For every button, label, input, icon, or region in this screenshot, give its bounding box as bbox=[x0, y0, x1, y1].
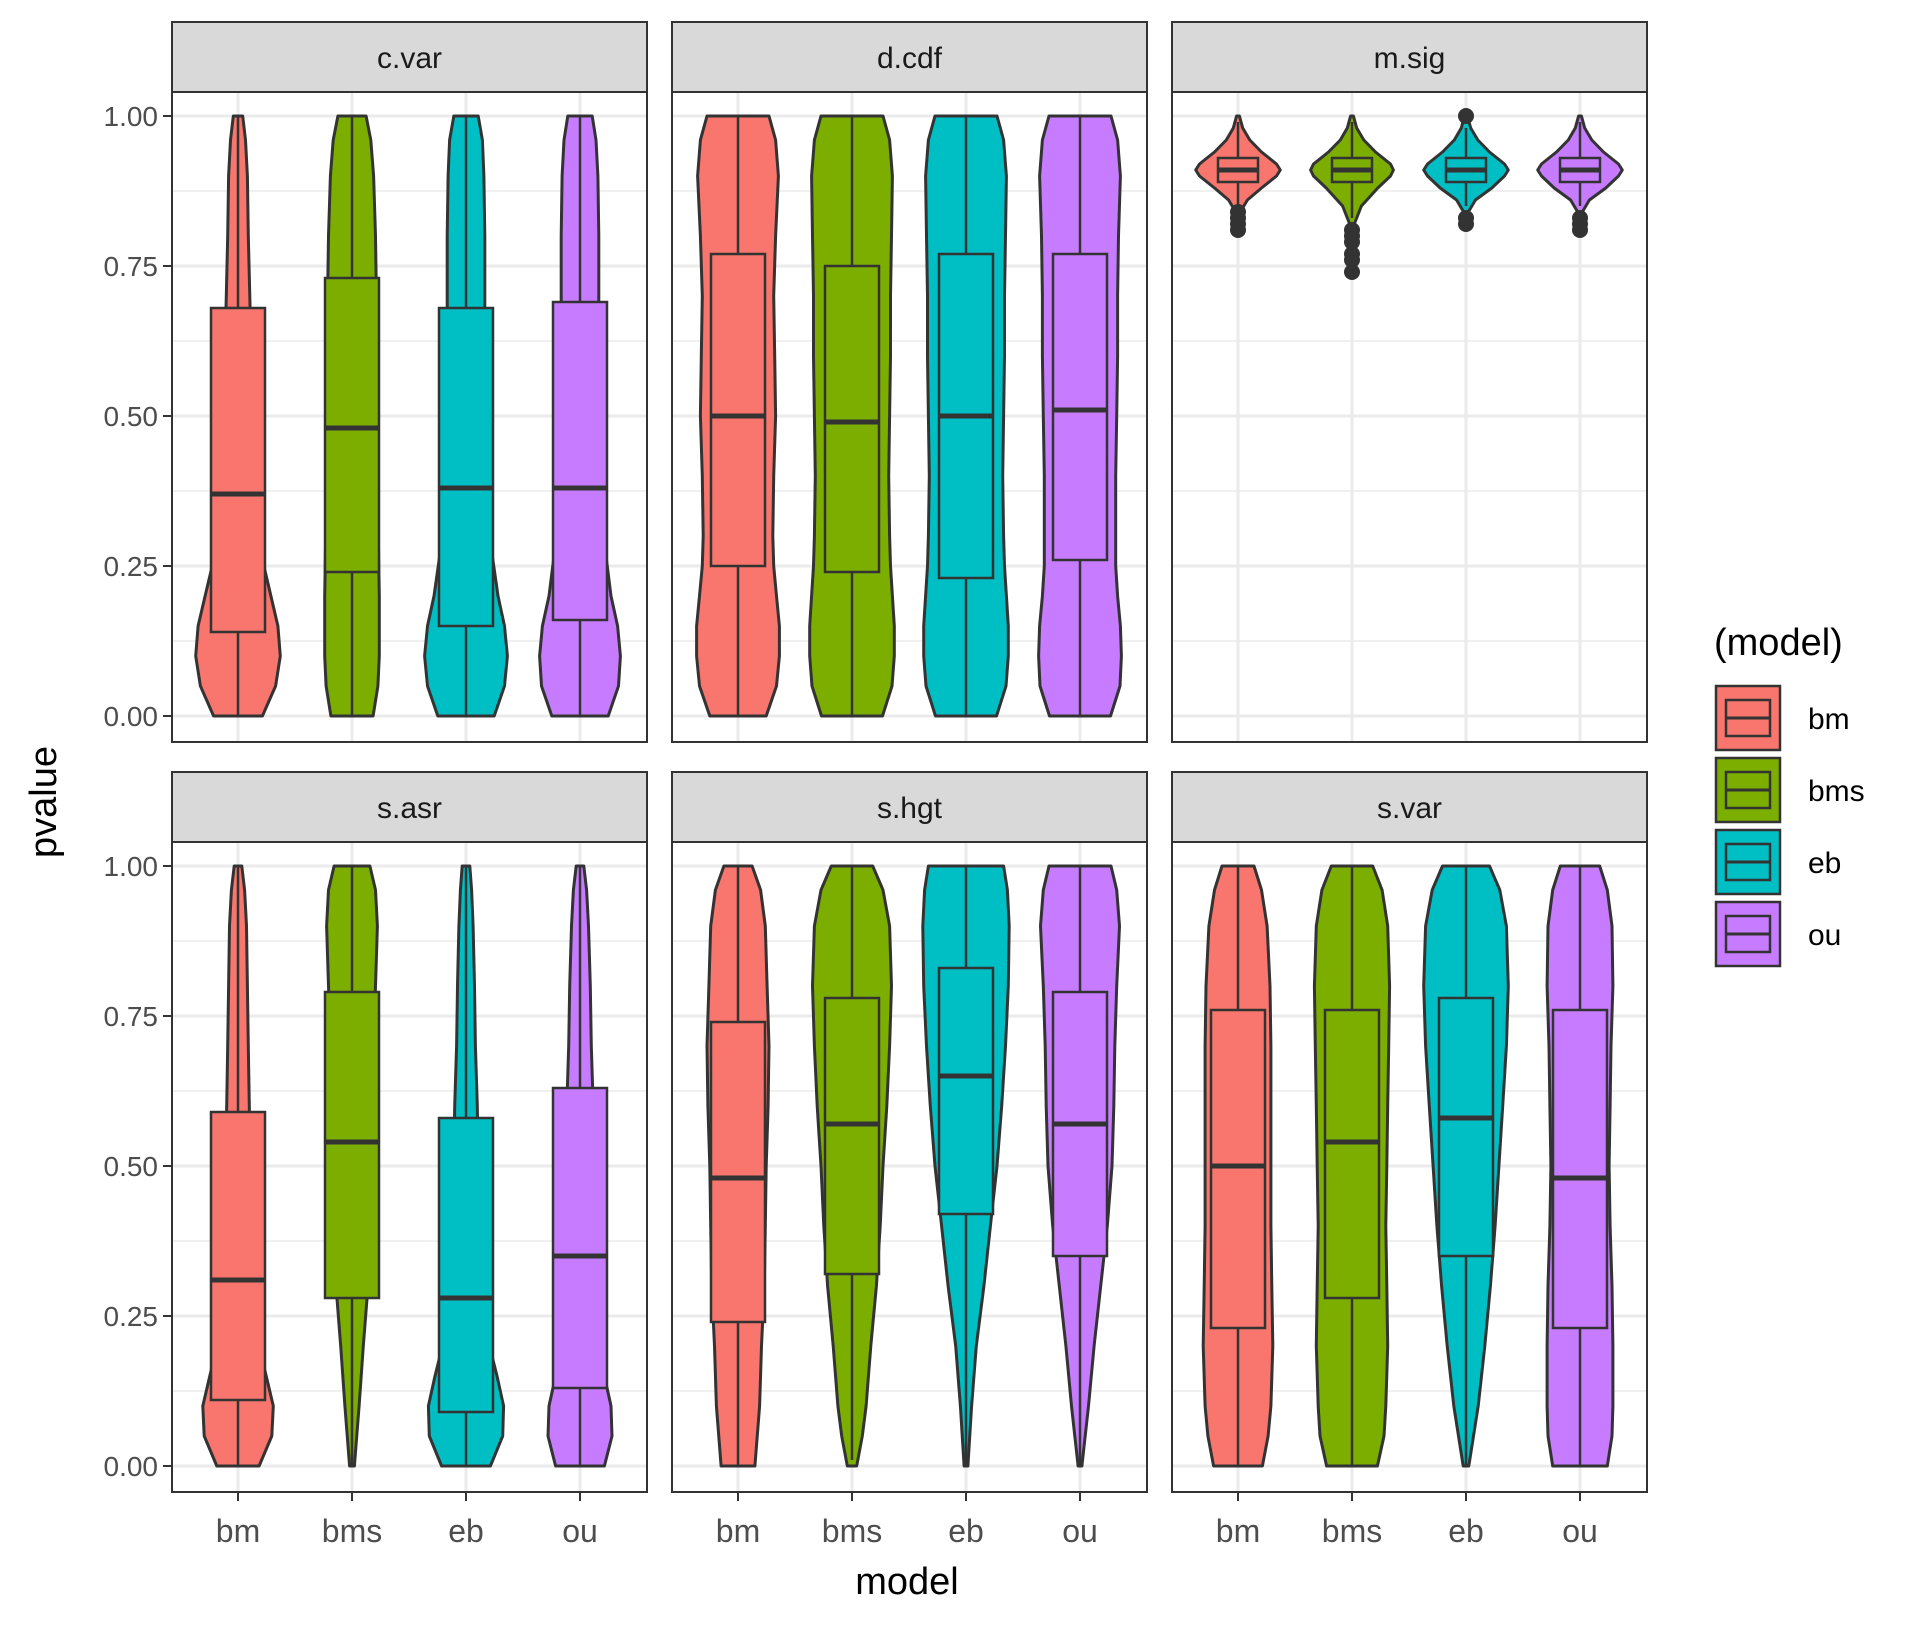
box-bms bbox=[823, 996, 881, 1276]
legend-key-eb bbox=[1714, 828, 1782, 896]
x-tick-label: bms bbox=[822, 1513, 882, 1549]
facet-strip-label: s.asr bbox=[377, 792, 442, 825]
outlier-point bbox=[1344, 246, 1360, 262]
facet-strip-label: c.var bbox=[377, 42, 442, 75]
x-tick-label: bms bbox=[322, 1513, 382, 1549]
box-bm bbox=[709, 252, 767, 568]
y-tick-label: 0.50 bbox=[104, 1151, 159, 1182]
facet-d-cdf: d.cdf bbox=[671, 21, 1148, 743]
y-axis-title: pvalue bbox=[23, 746, 65, 858]
legend-key-bms bbox=[1714, 756, 1782, 824]
x-tick-label: ou bbox=[1062, 1513, 1098, 1549]
y-tick-label: 0.75 bbox=[104, 1001, 159, 1032]
facet-s-asr: s.asr bbox=[171, 771, 648, 1493]
facet-strip bbox=[1171, 771, 1648, 843]
facet-strip bbox=[171, 21, 648, 93]
facet-strip bbox=[1171, 21, 1648, 93]
facet-strip-label: m.sig bbox=[1374, 42, 1446, 75]
box-eb bbox=[437, 1116, 495, 1414]
legend-key-ou bbox=[1714, 900, 1782, 968]
box-bm bbox=[209, 1110, 267, 1402]
box-bm bbox=[209, 306, 267, 634]
x-tick-label: bm bbox=[216, 1513, 260, 1549]
box-ou bbox=[1551, 1008, 1609, 1330]
plot-panel-border bbox=[671, 841, 1148, 1493]
x-tick-label: bm bbox=[1216, 1513, 1260, 1549]
y-tick-label: 0.50 bbox=[104, 401, 159, 432]
y-tick-label: 0.25 bbox=[104, 1301, 159, 1332]
y-tick-label: 1.00 bbox=[104, 101, 159, 132]
box-bms bbox=[323, 990, 381, 1300]
x-tick-label: bms bbox=[1322, 1513, 1382, 1549]
facet-c-var: c.var bbox=[171, 21, 648, 743]
outlier-point bbox=[1230, 204, 1246, 220]
x-tick-label: eb bbox=[1448, 1513, 1484, 1549]
x-tick-label: bm bbox=[716, 1513, 760, 1549]
legend-label: ou bbox=[1808, 919, 1841, 952]
box-ou bbox=[551, 1086, 609, 1390]
box-ou bbox=[1051, 252, 1109, 562]
y-tick-label: 1.00 bbox=[104, 851, 159, 882]
outlier-point bbox=[1344, 264, 1360, 280]
legend: (model) bm bms eb ou bbox=[1714, 622, 1865, 968]
facet-m-sig: m.sig bbox=[1171, 21, 1648, 743]
legend-label: bm bbox=[1808, 703, 1850, 736]
box-bm bbox=[709, 1020, 767, 1324]
x-tick-label: ou bbox=[562, 1513, 598, 1549]
plot-panel-border bbox=[1171, 91, 1648, 743]
outlier-point bbox=[1458, 210, 1474, 226]
facet-strip-label: s.var bbox=[1377, 792, 1442, 825]
plot-panel-border bbox=[1171, 841, 1648, 1493]
box-eb bbox=[1437, 996, 1495, 1258]
legend-title: (model) bbox=[1714, 622, 1843, 664]
y-tick-label: 0.75 bbox=[104, 251, 159, 282]
facet-strip-label: d.cdf bbox=[877, 42, 943, 75]
outlier-point bbox=[1572, 210, 1588, 226]
legend-label: bms bbox=[1808, 775, 1865, 808]
legend-key-bm bbox=[1714, 684, 1782, 752]
box-eb bbox=[437, 306, 495, 628]
box-bms bbox=[323, 276, 381, 574]
facet-strip bbox=[671, 21, 1148, 93]
plot-panel-border bbox=[671, 91, 1148, 743]
x-tick-label: eb bbox=[448, 1513, 484, 1549]
x-tick-label: ou bbox=[1562, 1513, 1598, 1549]
box-bm bbox=[1209, 1008, 1267, 1330]
facet-strip bbox=[171, 771, 648, 843]
facet-s-var: s.var bbox=[1171, 771, 1648, 1493]
x-tick-label: eb bbox=[948, 1513, 984, 1549]
box-eb bbox=[937, 966, 995, 1216]
outlier-point bbox=[1344, 222, 1360, 238]
box-bms bbox=[1323, 1008, 1381, 1300]
x-axis-title: model bbox=[855, 1561, 959, 1603]
outlier-point bbox=[1458, 108, 1474, 124]
legend-label: eb bbox=[1808, 847, 1841, 880]
y-tick-label: 0.25 bbox=[104, 551, 159, 582]
y-tick-label: 0.00 bbox=[104, 1451, 159, 1482]
y-tick-label: 0.00 bbox=[104, 701, 159, 732]
facet-s-hgt: s.hgt bbox=[671, 771, 1148, 1493]
box-bms bbox=[823, 264, 881, 574]
box-ou bbox=[551, 300, 609, 622]
facet-strip-label: s.hgt bbox=[877, 792, 943, 825]
facet-strip bbox=[671, 771, 1148, 843]
